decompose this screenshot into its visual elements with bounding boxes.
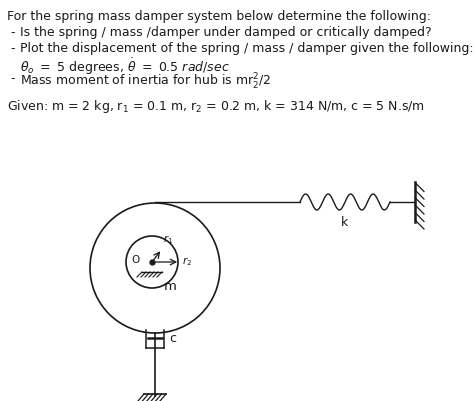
Text: -: -	[10, 72, 15, 85]
Text: Plot the displacement of the spring / mass / damper given the following:: Plot the displacement of the spring / ma…	[20, 42, 474, 55]
Text: Given: m = 2 kg, $\mathrm{r}_1$ = 0.1 m, $\mathrm{r}_2$ = 0.2 m, k = 314 N/m, c : Given: m = 2 kg, $\mathrm{r}_1$ = 0.1 m,…	[7, 98, 425, 115]
Text: c: c	[169, 332, 176, 346]
Text: $\theta_o$ $=$ 5 degrees, $\dot{\theta}$ $=$ 0.5 $\it{rad/sec}$: $\theta_o$ $=$ 5 degrees, $\dot{\theta}$…	[20, 56, 230, 77]
Text: k: k	[341, 216, 348, 229]
Text: O: O	[132, 255, 140, 265]
Text: -: -	[10, 26, 15, 39]
Text: -: -	[10, 42, 15, 55]
Text: For the spring mass damper system below determine the following:: For the spring mass damper system below …	[7, 10, 431, 23]
Text: Is the spring / mass /damper under damped or critically damped?: Is the spring / mass /damper under dampe…	[20, 26, 432, 39]
Text: $r_2$: $r_2$	[182, 255, 192, 268]
Text: Mass moment of inertia for hub is $\mathrm{mr}_2^2$/2: Mass moment of inertia for hub is $\math…	[20, 72, 271, 92]
Text: $r_1$: $r_1$	[163, 233, 173, 246]
Text: m: m	[164, 279, 176, 292]
